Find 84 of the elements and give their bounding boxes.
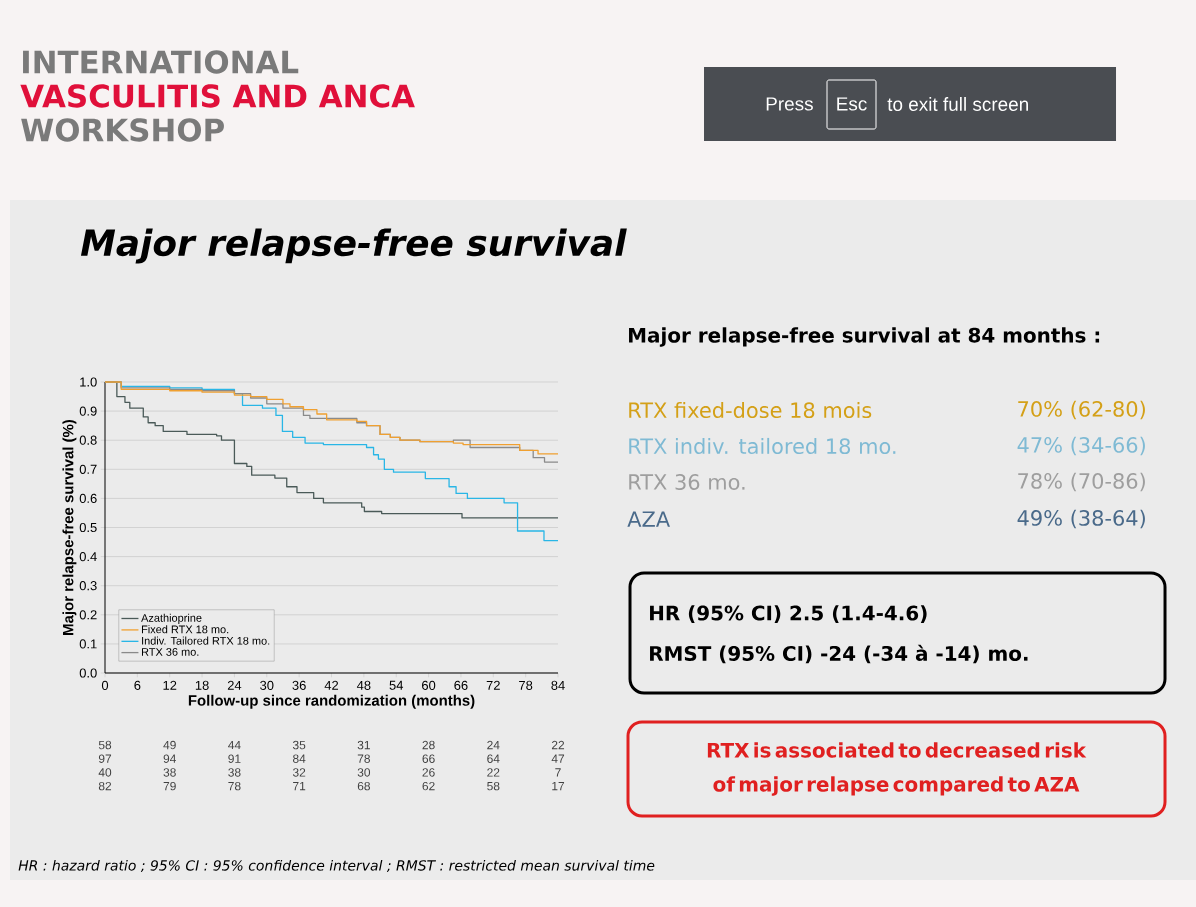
y-tick-label: 0.2 [79,610,97,620]
text: 82 [98,781,112,791]
y-tick-label: 0.0 [79,668,97,678]
text: 71 [293,782,306,791]
y-tick-label: 0.7 [79,464,97,474]
text: 24 [487,740,500,750]
text: 22 [487,768,500,777]
x-tick-label: 24 [227,680,242,690]
legend-label: Azathioprine [141,613,202,624]
x-tick-label: 78 [519,680,533,690]
text: RTX 36 mo. [629,474,745,490]
x-tick-label: 0 [101,680,109,690]
text: 91 [228,754,241,763]
text: 38 [163,768,176,777]
x-tick-label: 42 [324,680,339,690]
text: 68 [357,781,370,791]
legend-label: Fixed RTX 18 mo. [141,625,229,634]
text: to exit full screen [887,97,1028,111]
text: 22 [551,740,565,750]
text: 78 [357,754,370,763]
text: INTERNATIONAL [23,50,299,74]
text: 84 [293,754,306,763]
x-tick-label: 72 [486,680,500,690]
x-tick-label: 36 [292,680,306,690]
y-tick-label: 0.1 [79,639,97,649]
text: 49 [163,740,176,750]
x-tick-label: 60 [422,680,436,690]
y-tick-label: 0.4 [79,552,97,562]
text: AZA [627,511,670,527]
text: 66 [422,754,435,763]
text: 35 [292,740,306,750]
text: 28 [422,740,435,750]
text: 64 [487,754,500,763]
text: 70% (62-80) [1018,400,1145,420]
y-tick-label: 0.6 [79,493,97,503]
x-tick-label: 30 [260,680,274,690]
text: 94 [163,754,177,763]
text: 40 [98,768,112,777]
text: 32 [292,768,306,777]
text: VASCULITIS AND ANCA [20,84,415,108]
text: 7 [555,768,561,777]
text: 26 [422,768,435,777]
text: 78% (70-86) [1018,472,1145,492]
text: 62 [422,781,435,791]
text: RTX is associated to decreased risk of major relapse compared to AZA [707,742,1087,796]
text: HR : hazard ratio ; 95% CI : 95% confidence interval ; RMST : restricted mean survival time [18,859,655,873]
text: 47% (34-66) [1017,436,1145,456]
text: 31 [357,740,370,750]
text: WORKSHOP [21,118,224,142]
y-tick-label: 0.5 [79,522,97,533]
x-tick-label: 54 [389,680,404,690]
text: RTX indiv. tailored 18 mo. [629,437,896,455]
text: RTX fixed-dose 18 mois [629,401,872,419]
text: 47 [551,754,565,763]
y-tick-label: 0.3 [79,581,97,591]
text: Press [766,97,813,111]
x-tick-label: 48 [356,680,371,690]
y-tick-label: 0.9 [79,406,97,416]
y-axis-title: Major relapse-free survival (%) [62,419,77,635]
x-axis-title: Follow-up since randomization (months) [188,694,475,709]
x-tick-label: 84 [551,680,565,690]
text: RMST (95% CI) -24 (-34 à -14) mo. [650,644,1028,664]
text: 58 [487,781,500,791]
x-tick-label: 12 [163,680,177,690]
chart-title: Major relapse-free survival [80,228,627,264]
text: Major relapse-free survival at 84 months : [629,327,1100,347]
x-tick-label: 66 [454,680,468,690]
legend-label: Indiv. Tailored RTX 18 mo. [142,636,270,645]
text: HR (95% CI) 2.5 (1.4-4.6) [650,605,927,623]
x-tick-label: 18 [195,680,209,690]
text: 79 [163,781,176,791]
y-tick-label: 1.0 [80,377,97,387]
text: 58 [98,740,112,750]
text: 97 [98,754,112,763]
text: 49% (38-64) [1017,509,1145,529]
legend-label: RTX 36 mo. [141,648,199,656]
x-tick-label: 6 [134,680,141,690]
text: 30 [357,768,371,777]
text: 38 [228,768,241,777]
text: 78 [228,781,241,791]
text: 44 [228,740,241,750]
text: 17 [552,782,565,791]
text: Esc [837,97,867,111]
y-tick-label: 0.8 [79,435,97,445]
